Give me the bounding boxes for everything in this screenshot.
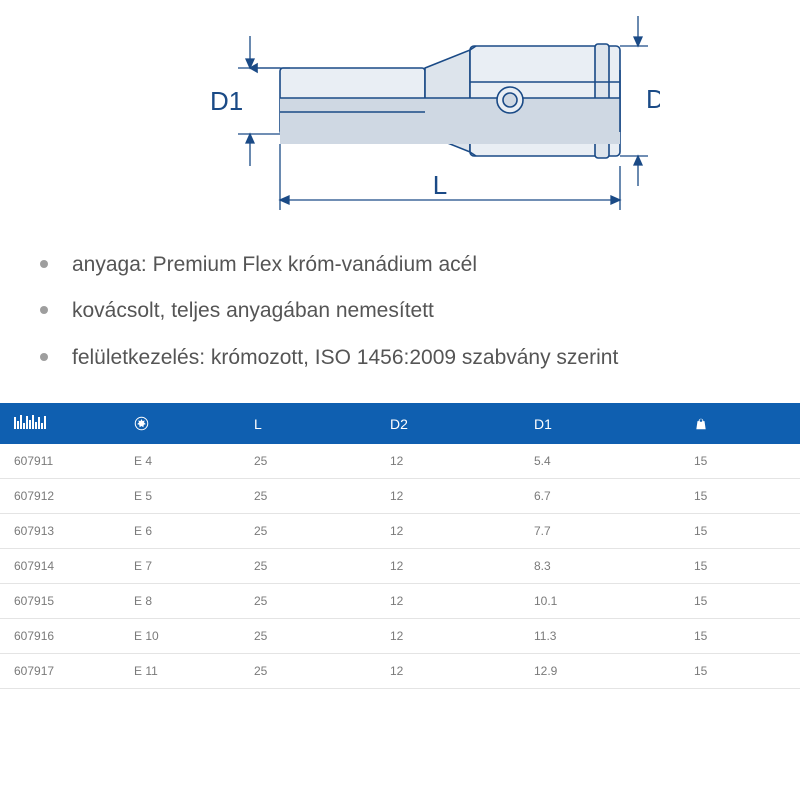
cell-torx: E 4	[120, 444, 240, 479]
cell-wt: 15	[680, 514, 800, 549]
dim-label-l: L	[433, 170, 447, 200]
table-row: 607912E 525126.715	[0, 479, 800, 514]
cell-torx: E 10	[120, 619, 240, 654]
cell-code: 607913	[0, 514, 120, 549]
cell-D2: 12	[376, 619, 520, 654]
table-row: 607915E 8251210.115	[0, 584, 800, 619]
cell-D2: 12	[376, 514, 520, 549]
cell-D2: 12	[376, 584, 520, 619]
feature-list: anyaga: Premium Flex króm-vanádium acél …	[0, 238, 800, 403]
cell-torx: E 6	[120, 514, 240, 549]
spec-table-body: 607911E 425125.415607912E 525126.7156079…	[0, 444, 800, 689]
list-item: kovácsolt, teljes anyagában nemesített	[44, 288, 772, 334]
cell-L: 25	[240, 514, 376, 549]
dim-label-d1: D1	[210, 86, 243, 116]
table-row: 607914E 725128.315	[0, 549, 800, 584]
cell-D2: 12	[376, 479, 520, 514]
cell-wt: 15	[680, 654, 800, 689]
cell-D2: 12	[376, 444, 520, 479]
cell-wt: 15	[680, 444, 800, 479]
cell-code: 607915	[0, 584, 120, 619]
col-header-D2: D2	[376, 403, 520, 444]
cell-code: 607911	[0, 444, 120, 479]
cell-L: 25	[240, 584, 376, 619]
cell-code: 607916	[0, 619, 120, 654]
cell-D1: 5.4	[520, 444, 680, 479]
cell-torx: E 7	[120, 549, 240, 584]
spec-table: LD2D1 607911E 425125.415607912E 525126.7…	[0, 403, 800, 689]
cell-D2: 12	[376, 654, 520, 689]
cell-L: 25	[240, 479, 376, 514]
table-row: 607916E 10251211.315	[0, 619, 800, 654]
cell-wt: 15	[680, 549, 800, 584]
cell-code: 607917	[0, 654, 120, 689]
cell-D1: 10.1	[520, 584, 680, 619]
cell-torx: E 8	[120, 584, 240, 619]
socket-diagram-svg: D1 D2 L	[140, 10, 660, 220]
cell-L: 25	[240, 619, 376, 654]
cell-D1: 6.7	[520, 479, 680, 514]
list-item: anyaga: Premium Flex króm-vanádium acél	[44, 242, 772, 288]
dimension-diagram: D1 D2 L	[0, 0, 800, 238]
cell-wt: 15	[680, 479, 800, 514]
cell-torx: E 11	[120, 654, 240, 689]
list-item: felületkezelés: krómozott, ISO 1456:2009…	[44, 335, 772, 381]
cell-D2: 12	[376, 549, 520, 584]
cell-D1: 12.9	[520, 654, 680, 689]
col-header-D1: D1	[520, 403, 680, 444]
cell-L: 25	[240, 549, 376, 584]
col-header-barcode-icon	[0, 403, 120, 444]
cell-code: 607914	[0, 549, 120, 584]
cell-D1: 11.3	[520, 619, 680, 654]
cell-L: 25	[240, 444, 376, 479]
table-row: 607913E 625127.715	[0, 514, 800, 549]
col-header-torx-icon	[120, 403, 240, 444]
cell-code: 607912	[0, 479, 120, 514]
spec-table-head: LD2D1	[0, 403, 800, 444]
cell-wt: 15	[680, 584, 800, 619]
table-row: 607917E 11251212.915	[0, 654, 800, 689]
cell-torx: E 5	[120, 479, 240, 514]
cell-D1: 7.7	[520, 514, 680, 549]
cell-wt: 15	[680, 619, 800, 654]
col-header-L: L	[240, 403, 376, 444]
cell-L: 25	[240, 654, 376, 689]
col-header-weight-icon	[680, 403, 800, 444]
dim-label-d2: D2	[646, 84, 660, 114]
table-row: 607911E 425125.415	[0, 444, 800, 479]
cell-D1: 8.3	[520, 549, 680, 584]
